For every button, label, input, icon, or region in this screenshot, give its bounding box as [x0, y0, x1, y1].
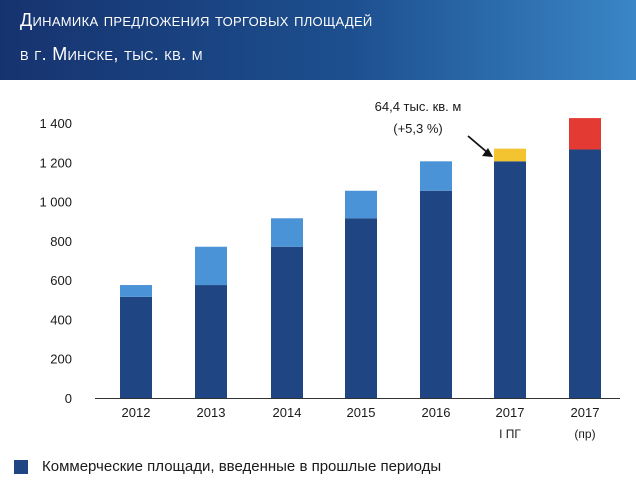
- y-tick-label: 1 400: [39, 116, 72, 131]
- y-tick-label: 600: [50, 273, 72, 288]
- bar-segment-2015-s0: [345, 218, 377, 398]
- annotation-value-label: 64,4 тыс. кв. м: [375, 99, 462, 114]
- legend-label: Коммерческие площади, введенные в прошлы…: [42, 458, 442, 475]
- x-tick-label: 2014: [273, 405, 302, 420]
- x-tick-label: 2016: [422, 405, 451, 420]
- y-tick-label: 200: [50, 352, 72, 367]
- x-tick-sublabel: (пр): [574, 427, 595, 441]
- x-tick-label: 2015: [347, 405, 376, 420]
- y-tick-label: 1 200: [39, 155, 72, 170]
- bar-segment-2017-s0: [494, 161, 526, 398]
- bar-segment-2017-s2: [494, 148, 526, 162]
- chart-title-line-1: Динамика предложения торговых площадей: [20, 10, 373, 30]
- annotation-arrow-line: [467, 135, 489, 154]
- bar-segment-2012-s1: [120, 285, 152, 297]
- x-tick-label: 2017: [496, 405, 525, 420]
- bar-segment-2014-s0: [271, 246, 303, 398]
- y-tick-label: 800: [50, 234, 72, 249]
- bar-chart: 0 200 400 600 800 1 000 1 200 1 400 2012 2013 2014…: [39, 99, 620, 441]
- x-tick-label: 2017: [571, 405, 600, 420]
- bar-segment-2016-s1: [420, 161, 452, 191]
- x-tick-sublabel: I ПГ: [499, 427, 521, 441]
- y-tick-label: 0: [65, 391, 72, 406]
- bar-segment-2016-s0: [420, 190, 452, 398]
- chart-header: Динамика предложения торговых площадей в…: [0, 0, 636, 80]
- bar-segment-2017-s0: [569, 149, 601, 398]
- annotation-percent-label: (+5,3 %): [393, 121, 443, 136]
- bar-segment-2014-s1: [271, 218, 303, 247]
- x-tick-label: 2013: [197, 405, 226, 420]
- bar-segment-2015-s1: [345, 190, 377, 219]
- bar-segment-2013-s0: [195, 285, 227, 398]
- legend: Коммерческие площади, введенные в прошлы…: [14, 458, 441, 475]
- annotation-arrow-head: [482, 148, 493, 157]
- legend-swatch: [14, 459, 28, 474]
- chart-title-line-2: в г. Минске, тыс. кв. м: [20, 44, 203, 64]
- y-tick-label: 1 000: [39, 195, 72, 210]
- x-tick-label: 2012: [122, 405, 151, 420]
- y-tick-label: 400: [50, 312, 72, 327]
- bar-segment-2013-s1: [195, 246, 227, 286]
- bar-segment-2017-s3: [569, 118, 601, 150]
- bar-segment-2012-s0: [120, 296, 152, 398]
